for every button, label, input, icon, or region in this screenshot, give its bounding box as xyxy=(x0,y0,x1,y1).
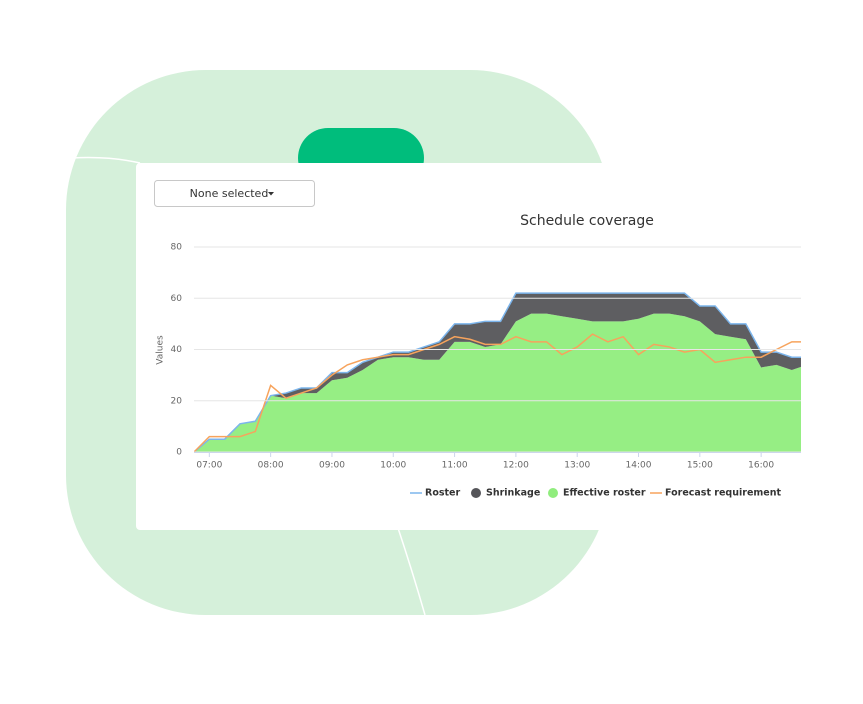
y-tick-label: 60 xyxy=(171,294,183,304)
x-tick-label: 08:00 xyxy=(258,461,284,471)
legend-symbol xyxy=(471,488,481,498)
y-tick-label: 20 xyxy=(171,396,183,406)
y-tick-label: 40 xyxy=(171,345,183,355)
x-tick-label: 15:00 xyxy=(687,461,713,471)
legend-label: Roster xyxy=(425,488,460,499)
x-tick-label: 14:00 xyxy=(626,461,652,471)
area xyxy=(194,293,801,452)
x-tick-label: 07:00 xyxy=(196,461,222,471)
x-tick-label: 13:00 xyxy=(564,461,590,471)
x-tick-label: 16:00 xyxy=(748,461,774,471)
legend-label: Effective roster xyxy=(563,488,646,499)
x-tick-label: 11:00 xyxy=(442,461,468,471)
y-axis-label: Values xyxy=(156,335,166,365)
x-tick-label: 12:00 xyxy=(503,461,529,471)
plot-area xyxy=(194,292,801,453)
x-tick-label: 09:00 xyxy=(319,461,345,471)
line xyxy=(194,333,801,453)
dropdown-caret xyxy=(268,192,274,196)
decor-curve xyxy=(71,156,141,164)
chart-title: Schedule coverage xyxy=(520,213,654,229)
y-tick-label: 0 xyxy=(176,448,182,458)
legend-label: Forecast requirement xyxy=(665,488,781,499)
x-tick-label: 10:00 xyxy=(380,461,406,471)
legend-symbol xyxy=(548,488,558,498)
dropdown[interactable] xyxy=(154,180,315,207)
y-tick-label: 80 xyxy=(171,243,183,253)
line xyxy=(194,292,801,453)
decor-curve xyxy=(397,527,426,616)
legend-label: Shrinkage xyxy=(486,488,540,499)
dropdown-label[interactable]: None selected xyxy=(190,187,269,200)
